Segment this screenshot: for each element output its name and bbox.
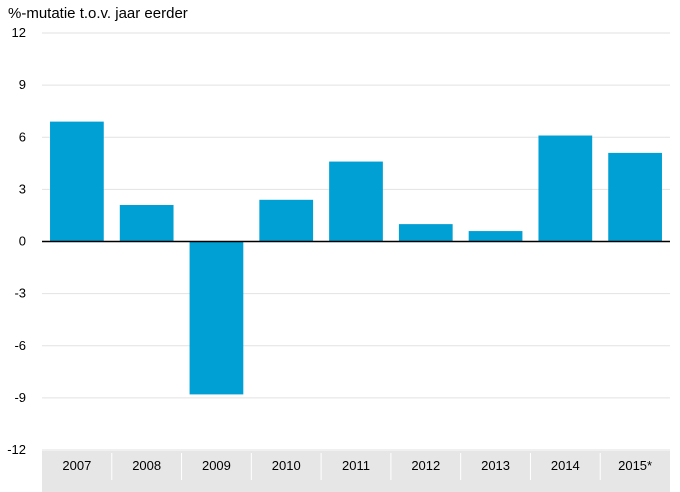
category-label: 2007 (62, 458, 91, 473)
category-label: 2009 (202, 458, 231, 473)
y-tick-label: 9 (19, 77, 26, 92)
grid-lines (42, 32, 670, 451)
bar-2009 (189, 241, 244, 395)
category-label: 2011 (342, 458, 370, 473)
y-tick-label: 3 (19, 181, 26, 196)
category-label: 2012 (411, 458, 440, 473)
bar-2010 (259, 199, 314, 242)
category-separators (111, 453, 601, 480)
category-label: 2014 (551, 458, 580, 473)
category-labels: 2007 2008 2009 2010 2011 2012 2013 2014 2015* (62, 458, 652, 473)
category-label: 2010 (272, 458, 301, 473)
category-axis-band (42, 451, 670, 492)
bar-2013 (468, 231, 523, 242)
y-tick-label: -9 (14, 390, 26, 405)
category-label: 2013 (481, 458, 510, 473)
bar-2007 (50, 121, 104, 242)
bar-2011 (329, 161, 383, 242)
y-tick-label: 6 (19, 129, 26, 144)
y-axis-title: %-mutatie t.o.v. jaar eerder (8, 5, 188, 22)
bar-2015* (608, 152, 662, 242)
y-tick-label: -12 (7, 442, 26, 457)
category-label: 2015* (618, 458, 652, 473)
y-tick-label: 12 (12, 25, 26, 40)
bar-2012 (398, 224, 453, 242)
y-tick-label: -3 (14, 286, 26, 301)
category-label: 2008 (132, 458, 161, 473)
bar-2014 (538, 135, 593, 242)
y-tick-label: 0 (19, 234, 26, 249)
bars (50, 121, 662, 395)
y-tick-label: -6 (14, 338, 26, 353)
bar-2008 (119, 205, 174, 242)
y-tick-labels: 12 9 6 3 0 -3 -6 -9 -12 (7, 25, 26, 457)
